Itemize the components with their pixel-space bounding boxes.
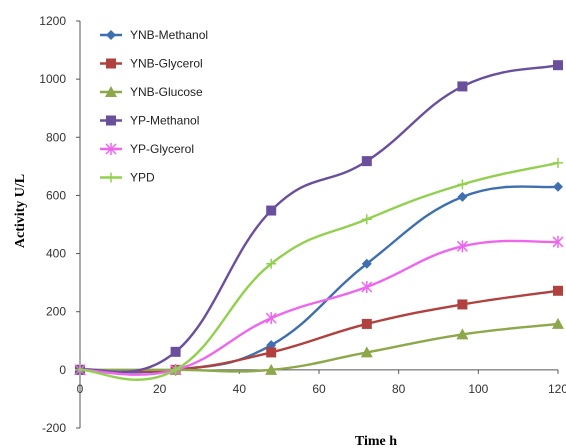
- data-point-ynb-glucose-120: [552, 317, 564, 329]
- legend-marker-ynb-glycerol: [106, 58, 116, 69]
- data-point-ynb-methanol-72: [361, 258, 372, 269]
- x-tick-label: 80: [392, 382, 406, 396]
- series-line-yp-glycerol: [79, 239, 559, 376]
- y-tick-label: 1200: [39, 14, 66, 28]
- data-point-ypd-48: [266, 258, 277, 269]
- legend-label-yp-glycerol: YP-Glycerol: [130, 142, 194, 156]
- data-point-ynb-methanol-96: [457, 191, 468, 202]
- series-line-yp-methanol: [79, 64, 559, 374]
- legend-marker-ynb-methanol: [106, 30, 116, 40]
- x-tick-label: 20: [153, 382, 167, 396]
- data-point-ypd-72: [361, 214, 372, 225]
- y-tick-label: 600: [46, 188, 66, 202]
- data-point-ynb-methanol-120: [553, 181, 563, 192]
- y-tick-label: -200: [42, 421, 66, 435]
- x-tick-label: 100: [468, 382, 488, 396]
- data-point-ynb-glucose-96: [456, 328, 469, 340]
- data-point-ynb-glycerol-48: [266, 347, 277, 358]
- data-point-yp-glycerol-120: [552, 235, 564, 248]
- x-tick-label: 0: [77, 382, 84, 396]
- legend-label-ynb-methanol: YNB-Methanol: [130, 28, 208, 42]
- x-axis-title: Time h: [355, 434, 397, 448]
- series-line-ynb-methanol: [79, 185, 559, 374]
- legend-label-ynb-glycerol: YNB-Glycerol: [130, 57, 203, 71]
- legend-label-ypd: YPD: [130, 171, 155, 185]
- data-point-ypd-0: [75, 364, 85, 375]
- x-tick-label: 60: [312, 382, 326, 396]
- data-point-yp-methanol-24: [170, 346, 181, 357]
- x-tick-label: 120: [548, 382, 566, 396]
- x-tick-label: 40: [233, 382, 247, 396]
- legend-marker-ypd: [106, 172, 116, 183]
- legend-marker-yp-methanol: [106, 115, 116, 126]
- data-point-ypd-120: [553, 157, 563, 168]
- y-tick-label: 800: [46, 130, 66, 144]
- series-line-ynb-glucose: [80, 322, 559, 373]
- data-point-yp-glycerol-96: [456, 240, 468, 253]
- y-tick-label: 400: [46, 247, 66, 261]
- data-point-ynb-glucose-48: [265, 363, 278, 375]
- data-point-yp-methanol-96: [457, 81, 468, 92]
- legend-marker-ynb-glucose: [105, 86, 117, 97]
- y-tick-label: 200: [46, 305, 66, 319]
- data-point-yp-methanol-72: [361, 156, 372, 167]
- data-point-ynb-glycerol-72: [361, 318, 372, 329]
- data-point-ynb-glycerol-120: [553, 285, 563, 296]
- data-point-ynb-glycerol-96: [457, 299, 468, 310]
- data-point-yp-methanol-120: [553, 60, 563, 71]
- data-point-ynb-glucose-72: [360, 346, 373, 358]
- data-point-ypd-24: [170, 364, 181, 375]
- legend-marker-yp-glycerol: [105, 143, 117, 155]
- y-tick-label: 0: [59, 363, 66, 377]
- data-point-yp-glycerol-72: [361, 281, 373, 294]
- legend-label-ynb-glucose: YNB-Glucose: [130, 85, 203, 99]
- data-point-yp-methanol-48: [266, 205, 277, 216]
- data-point-yp-glycerol-48: [265, 312, 277, 325]
- legend-label-yp-methanol: YP-Methanol: [130, 114, 199, 128]
- y-tick-label: 1000: [39, 72, 66, 86]
- data-point-ypd-96: [457, 179, 468, 190]
- y-axis-title: Activity U/L: [13, 174, 28, 248]
- series-line-ypd: [79, 161, 559, 381]
